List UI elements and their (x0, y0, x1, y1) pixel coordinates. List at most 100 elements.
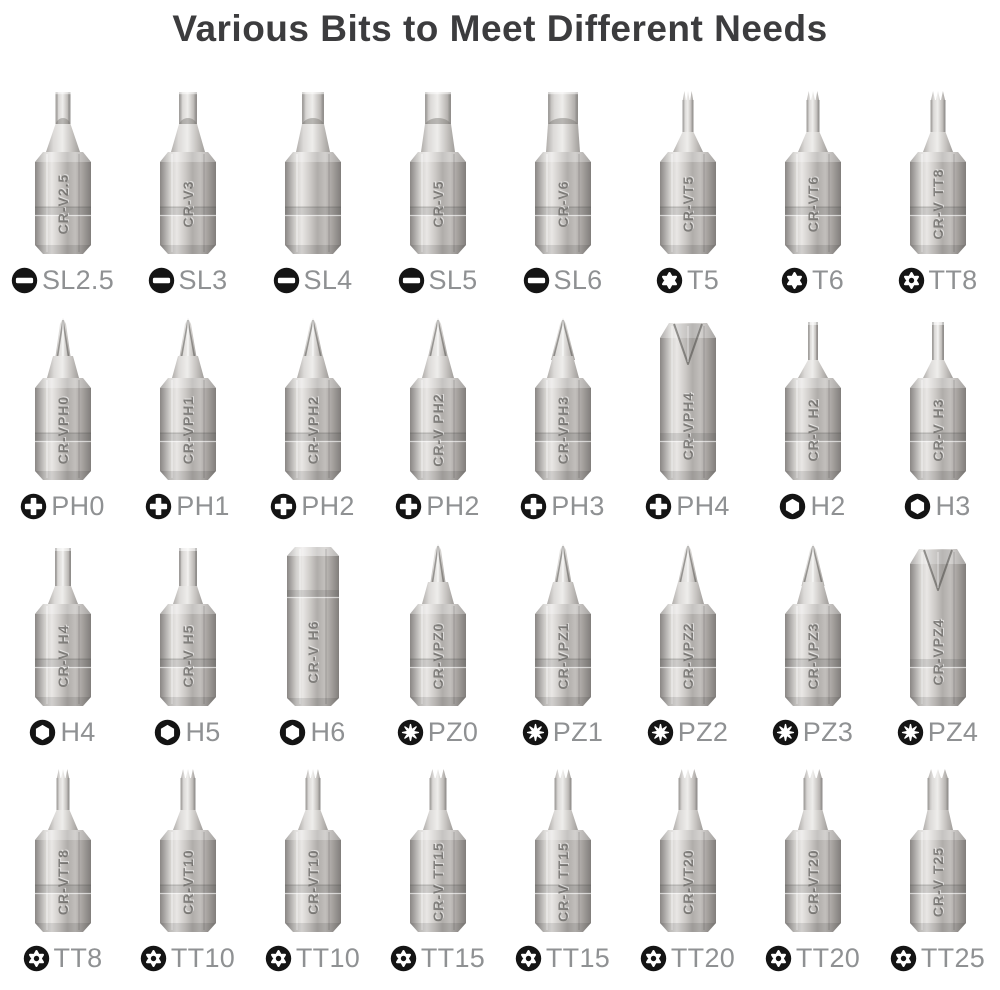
pozidriv-icon (522, 719, 548, 745)
bit-photo-ph4: CR-VPH4 CR-VPH4 (659, 323, 716, 480)
bit-cell-r3c1-h4: CR-V H4 CR-V H4 H4 (0, 528, 125, 754)
bit-label: PH4 (645, 489, 729, 523)
svg-text:CR-V2.5: CR-V2.5 (55, 174, 71, 235)
bit-label: T5 (656, 263, 719, 297)
pozidriv-icon (897, 719, 923, 745)
svg-text:CR-V PH2: CR-V PH2 (430, 392, 446, 465)
bit-image-wrap: CR-VPZ4 CR-VPZ4 (888, 528, 988, 710)
bit-size-text: T5 (686, 264, 720, 295)
svg-text:CR-V3: CR-V3 (180, 180, 196, 227)
svg-text:CR-VPZ3: CR-VPZ3 (805, 622, 821, 689)
svg-text:CR-V TT15: CR-V TT15 (430, 842, 446, 922)
bit-cell-r4c1-tt8: CR-VTT8 CR-VTT8 TT8 (0, 754, 125, 980)
bit-size-text: PH3 (551, 490, 605, 521)
bit-size-text: TT20 (795, 942, 861, 973)
svg-text:CR-VT10: CR-VT10 (305, 848, 321, 913)
bit-size-text: SL5 (428, 264, 478, 295)
bit-label: TT10 (140, 941, 235, 975)
svg-text:CR-VPZ1: CR-VPZ1 (555, 623, 571, 690)
svg-text:CR-V PH2: CR-V PH2 (430, 393, 446, 466)
bit-size-text: TT8 (53, 942, 103, 973)
bit-photo-h5: CR-V H5 CR-V H5 (159, 548, 216, 706)
bit-label: TT15 (515, 941, 610, 975)
bit-label: TT25 (890, 941, 985, 975)
bit-photo-tt15: CR-V TT15 CR-V TT15 (534, 769, 591, 932)
bit-label: TT20 (765, 941, 860, 975)
svg-text:CR-VT10: CR-VT10 (180, 848, 196, 913)
bit-image-wrap: CR-VT5 CR-VT5 (638, 76, 738, 258)
svg-text:CR-V H6: CR-V H6 (305, 620, 321, 683)
bit-image-wrap: CR-VPH2 CR-VPH2 (263, 302, 363, 484)
bit-image-wrap: CR-V5 CR-V5 (388, 76, 488, 258)
svg-text:CR-VPZ4: CR-VPZ4 (930, 618, 946, 685)
svg-text:CR-V6: CR-V6 (555, 180, 571, 227)
bit-label: PZ3 (772, 715, 853, 749)
bit-photo-ph0: CR-VPH0 CR-VPH0 (34, 318, 91, 480)
svg-text:CR-V H2: CR-V H2 (805, 398, 821, 461)
bit-size-text: SL2.5 (41, 264, 115, 295)
bit-cell-r2c6-ph4: CR-VPH4 CR-VPH4 PH4 (625, 302, 750, 528)
svg-text:CR-VTT8: CR-VTT8 (55, 849, 71, 915)
torx-security-icon (640, 945, 667, 971)
phillips-icon (646, 493, 672, 519)
bit-photo-ph3: CR-VPH3 CR-VPH3 (534, 318, 591, 480)
bit-photo-pz3: CR-VPZ3 CR-VPZ3 (784, 544, 841, 706)
bit-photo-tt20: CR-VT20 CR-VT20 (659, 769, 716, 932)
svg-text:CR-V TT15: CR-V TT15 (430, 841, 446, 921)
bit-image-wrap: CR-V H5 CR-V H5 (138, 528, 238, 710)
page-title: Various Bits to Meet Different Needs (172, 8, 828, 49)
bit-image-wrap: CR-VT10 CR-VT10 (138, 754, 238, 936)
bit-size-text: PH2 (301, 490, 355, 521)
bit-image-wrap: CR-V H6 CR-V H6 (263, 528, 363, 710)
bit-cell-r3c8-pz4: CR-VPZ4 CR-VPZ4 PZ4 (875, 528, 1000, 754)
svg-text:CR-V3: CR-V3 (180, 180, 196, 227)
svg-text:CR-V TT8: CR-V TT8 (930, 168, 946, 239)
svg-text:CR-VT5: CR-VT5 (680, 175, 696, 232)
bit-photo-h4: CR-V H4 CR-V H4 (34, 548, 91, 706)
bit-cell-r4c8-tt25: CR-V T25 CR-V T25 TT25 (875, 754, 1000, 980)
bit-image-wrap: CR-VPZ1 CR-VPZ1 (513, 528, 613, 710)
bit-photo-tt20: CR-VT20 CR-VT20 (784, 769, 841, 932)
bit-cell-r2c5-ph3: CR-VPH3 CR-VPH3 PH3 (500, 302, 625, 528)
bit-label: H4 (29, 715, 95, 749)
bit-size-text: TT10 (170, 942, 236, 973)
svg-text:CR-V5: CR-V5 (430, 180, 446, 227)
bit-photo-h2: CR-V H2 CR-V H2 (784, 322, 841, 480)
bit-photo-pz4: CR-VPZ4 CR-VPZ4 (909, 549, 966, 706)
bit-label: H3 (904, 489, 970, 523)
bit-size-text: PZ3 (802, 716, 854, 747)
bit-cell-r2c1-ph0: CR-VPH0 CR-VPH0 PH0 (0, 302, 125, 528)
phillips-icon (271, 493, 297, 519)
bit-image-wrap: CR-V H2 CR-V H2 (763, 302, 863, 484)
bit-cell-r2c7-h2: CR-V H2 CR-V H2 H2 (750, 302, 875, 528)
bit-size-text: PZ1 (552, 716, 604, 747)
svg-text:CR-VPH2: CR-VPH2 (305, 395, 321, 463)
svg-text:CR-VT10: CR-VT10 (305, 849, 321, 914)
bit-label: TT15 (390, 941, 485, 975)
bit-photo-pz2: CR-VPZ2 CR-VPZ2 (659, 544, 716, 706)
bit-photo-tt8: CR-VTT8 CR-VTT8 (34, 769, 91, 932)
bit-size-text: PZ4 (927, 716, 979, 747)
bit-image-wrap: CR-VPH4 CR-VPH4 (638, 302, 738, 484)
bit-photo-h3: CR-V H3 CR-V H3 (909, 322, 966, 480)
slotted-icon (148, 267, 174, 293)
bit-image-wrap: CR-V TT15 CR-V TT15 (513, 754, 613, 936)
bit-label: SL4 (273, 263, 353, 297)
bit-cell-r1c6-t5: CR-VT5 CR-VT5 T5 (625, 76, 750, 302)
bit-cell-r4c2-tt10: CR-VT10 CR-VT10 TT10 (125, 754, 250, 980)
bit-photo-t5: CR-VT5 CR-VT5 (659, 91, 716, 254)
bit-label: SL3 (148, 263, 228, 297)
bit-size-text: H2 (810, 490, 846, 521)
bit-label: PZ0 (397, 715, 478, 749)
bit-cell-r4c5-tt15: CR-V TT15 CR-V TT15 TT15 (500, 754, 625, 980)
bit-cell-r1c8-tt8: CR-V TT8 CR-V TT8 TT8 (875, 76, 1000, 302)
bit-image-wrap: CR-V PH2 CR-V PH2 (388, 302, 488, 484)
bit-photo-sl6: CR-V6 CR-V6 (534, 92, 591, 254)
bit-image-wrap: CR-V TT8 CR-V TT8 (888, 76, 988, 258)
bit-label: TT8 (898, 263, 978, 297)
svg-text:CR-VPZ2: CR-VPZ2 (680, 623, 696, 690)
bit-label: TT10 (265, 941, 360, 975)
bit-photo-sl4 (284, 92, 341, 254)
svg-text:CR-V2.5: CR-V2.5 (55, 173, 71, 234)
